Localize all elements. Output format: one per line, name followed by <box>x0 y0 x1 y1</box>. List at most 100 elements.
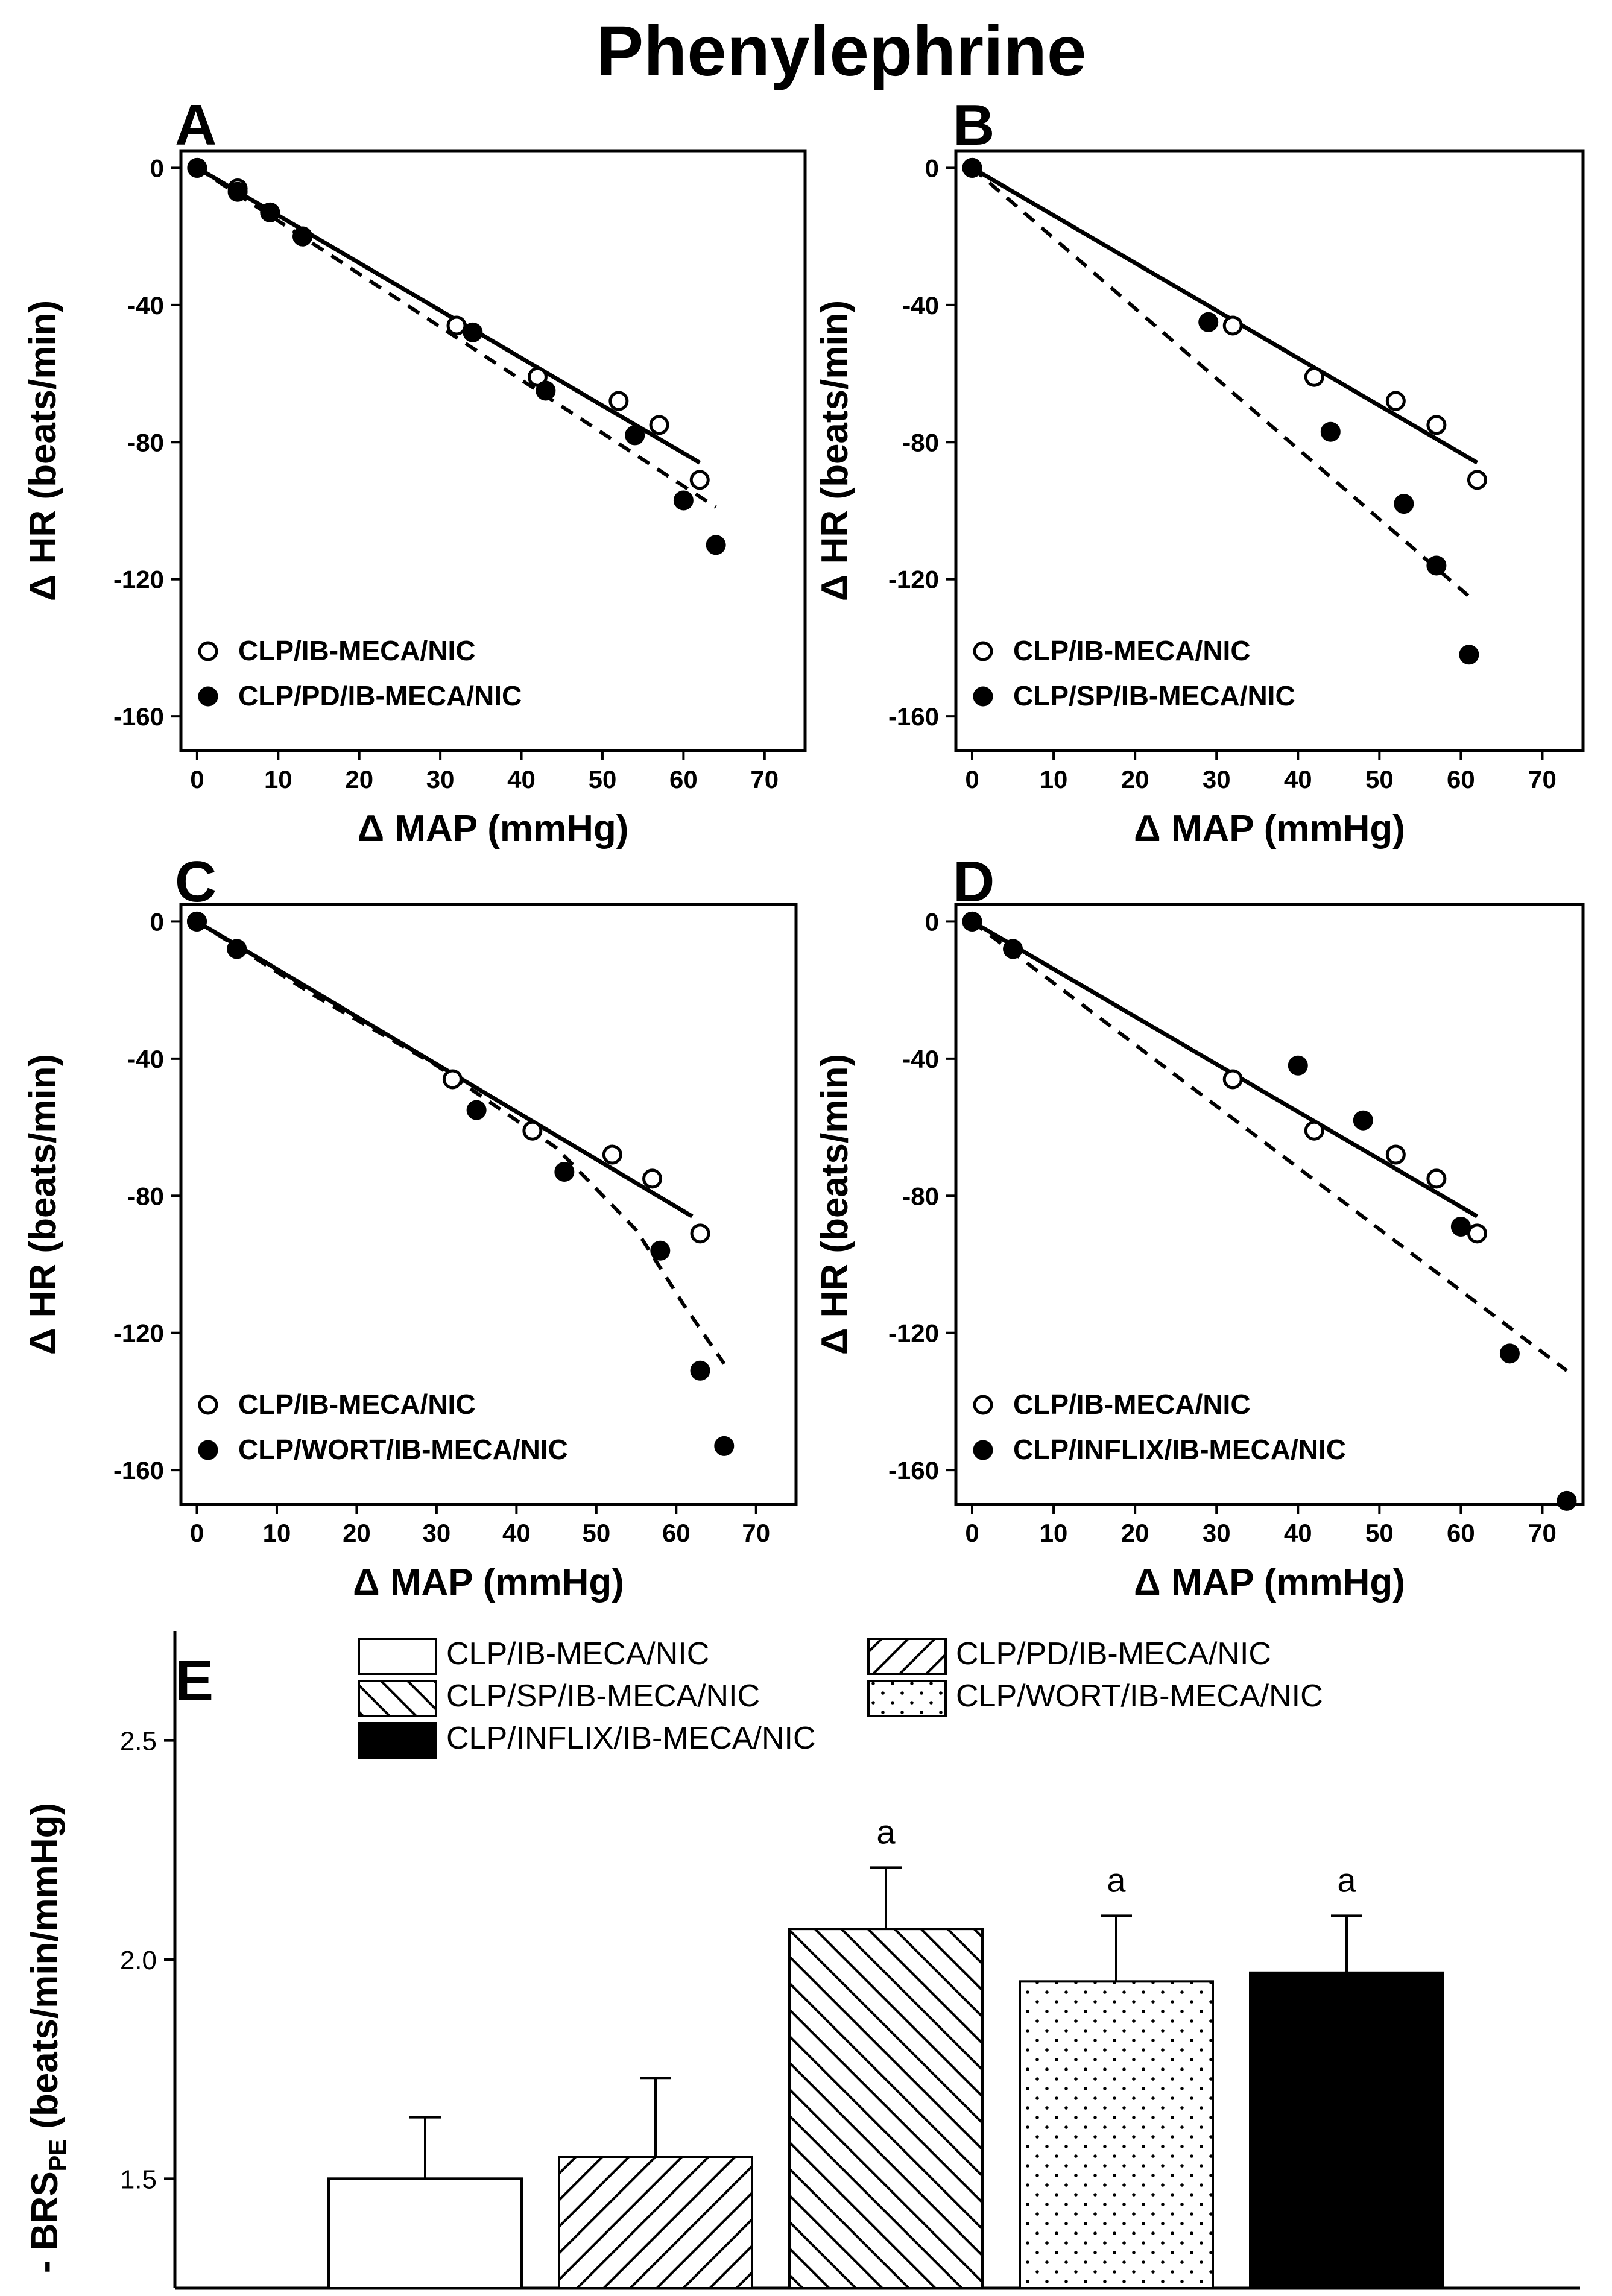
y-axis-title-subscript: PE <box>45 2139 71 2171</box>
data-point-series-2 <box>714 1436 735 1456</box>
y-tick-label: -160 <box>113 702 164 731</box>
legend-label: CLP/SP/IB-MECA/NIC <box>1013 680 1295 711</box>
significance-label: a <box>1337 1861 1356 1899</box>
data-point-series-2 <box>536 380 556 401</box>
plot-frame <box>954 149 1585 752</box>
legend-swatch <box>358 1638 437 1675</box>
data-point-series-1 <box>1385 391 1406 411</box>
x-tick-label: 20 <box>345 765 373 793</box>
legend-marker <box>198 1440 218 1460</box>
plot-frame <box>954 903 1585 1506</box>
x-tick-label: 40 <box>502 1519 531 1547</box>
x-tick-label: 70 <box>742 1519 770 1547</box>
y-axis-title-units: (beats/min/mmHg) <box>24 1803 66 2139</box>
x-tick-label: 50 <box>1365 1519 1394 1547</box>
data-point-series-1 <box>1304 1120 1324 1141</box>
legend-label: CLP/PD/IB-MECA/NIC <box>956 1636 1271 1671</box>
fit-line-series-2 <box>195 919 726 1365</box>
x-tick-label: 70 <box>1528 765 1557 793</box>
data-point-series-2 <box>227 939 247 959</box>
legend-marker <box>973 686 993 707</box>
data-point-series-1 <box>602 1144 622 1165</box>
data-point-series-2 <box>1426 555 1447 576</box>
y-tick-label: -40 <box>127 291 164 320</box>
data-point-series-2 <box>1394 494 1414 514</box>
y-tick-label: -120 <box>113 1319 164 1348</box>
data-point-series-2 <box>1288 1055 1308 1076</box>
x-tick-label: 30 <box>1203 765 1231 793</box>
data-point-series-2 <box>187 157 207 178</box>
y-tick-label: 2.0 <box>120 1946 157 1975</box>
data-point-series-2 <box>690 1360 710 1381</box>
y-tick-label: -160 <box>888 1456 939 1484</box>
legend-label: CLP/IB-MECA/NIC <box>238 635 476 666</box>
y-tick-label: -160 <box>888 702 939 731</box>
y-tick-label: -80 <box>127 428 164 456</box>
x-tick-label: 30 <box>423 1519 451 1547</box>
y-tick-label: -40 <box>127 1045 164 1073</box>
data-point-series-1 <box>642 1168 663 1189</box>
x-tick-label: 10 <box>263 1519 291 1547</box>
x-tick-label: 50 <box>1365 765 1394 793</box>
plot-frame <box>179 903 798 1506</box>
legend-marker <box>198 686 218 707</box>
data-point-series-1 <box>1304 367 1324 387</box>
legend-swatch <box>358 1722 437 1759</box>
data-point-series-1 <box>1467 470 1487 490</box>
x-tick-label: 20 <box>1121 1519 1149 1547</box>
x-tick-label: 50 <box>589 765 617 793</box>
y-axis-title: Δ HR (beats/min) <box>22 300 64 601</box>
panel-label-e: E <box>175 1648 213 1713</box>
data-point-series-1 <box>689 470 710 490</box>
fit-line-series-1 <box>196 166 701 465</box>
data-point-series-1 <box>442 1069 463 1090</box>
data-point-series-2 <box>1353 1110 1373 1131</box>
x-tick-label: 0 <box>965 765 979 793</box>
x-tick-label: 10 <box>1040 765 1068 793</box>
data-point-series-1 <box>608 391 629 411</box>
y-tick-label: 2.5 <box>120 1727 157 1756</box>
y-tick-label: 0 <box>150 907 164 936</box>
data-point-series-2 <box>1557 1490 1577 1511</box>
legend-label: CLP/WORT/IB-MECA/NIC <box>956 1679 1323 1714</box>
data-point-series-2 <box>625 425 645 446</box>
legend-marker <box>973 641 993 661</box>
y-tick-label: 0 <box>150 154 164 182</box>
x-tick-label: 70 <box>750 765 779 793</box>
x-tick-label: 10 <box>264 765 292 793</box>
data-point-series-2 <box>260 202 280 222</box>
x-tick-label: 0 <box>190 1519 204 1547</box>
bar-5 <box>1249 1971 1444 2290</box>
x-tick-label: 70 <box>1528 1519 1557 1547</box>
panel-label-a: A <box>175 93 217 157</box>
legend-label: CLP/INFLIX/IB-MECA/NIC <box>446 1721 816 1756</box>
x-axis-title: Δ MAP (mmHg) <box>358 808 629 850</box>
legend-marker <box>198 1395 218 1415</box>
x-tick-label: 40 <box>1284 765 1312 793</box>
fit-line-series-2 <box>971 166 1470 598</box>
panel-label-b: B <box>953 93 994 157</box>
x-tick-label: 10 <box>1040 1519 1068 1547</box>
fit-line-series-1 <box>971 919 1479 1219</box>
data-point-series-1 <box>1426 415 1447 435</box>
y-tick-label: 0 <box>925 154 939 182</box>
y-tick-label: 1.5 <box>120 2165 157 2194</box>
legend-marker <box>973 1440 993 1460</box>
y-tick-label: 0 <box>925 907 939 936</box>
data-point-series-2 <box>1003 939 1023 959</box>
data-point-series-2 <box>962 157 982 178</box>
legend-swatch <box>867 1680 947 1717</box>
data-point-series-1 <box>1222 1069 1243 1090</box>
x-tick-label: 0 <box>965 1519 979 1547</box>
fit-line-series-2 <box>971 920 1568 1372</box>
y-tick-label: -80 <box>902 428 939 456</box>
data-point-series-2 <box>186 911 207 932</box>
data-point-series-1 <box>649 415 669 435</box>
legend-label: CLP/IB-MECA/NIC <box>238 1389 476 1420</box>
bar-3 <box>788 1928 984 2289</box>
data-point-series-1 <box>1385 1144 1406 1165</box>
x-tick-label: 60 <box>662 1519 691 1547</box>
data-point-series-1 <box>1467 1223 1487 1244</box>
